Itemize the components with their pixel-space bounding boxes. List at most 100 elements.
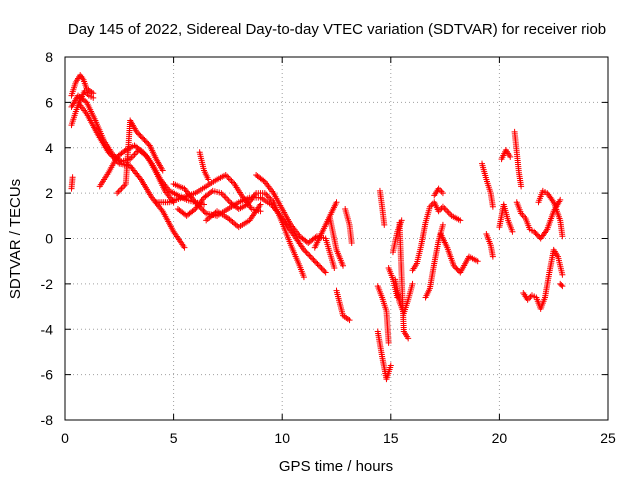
data-point-tracks-mid <box>333 199 340 206</box>
y-tick-label: 8 <box>45 49 53 65</box>
grid-layer <box>65 57 608 420</box>
data-point-tracks-mid <box>200 207 207 214</box>
data-point-tracks-mid <box>310 256 317 263</box>
data-point-tracks-early <box>138 148 145 155</box>
data-point-tracks-mid <box>331 264 338 271</box>
x-tick-label: 0 <box>61 430 69 446</box>
data-point-tracks-early <box>181 244 188 251</box>
data-point-tracks-early <box>118 185 125 192</box>
marks-layer <box>68 72 566 383</box>
data-point-tracks-late <box>452 264 459 271</box>
x-tick-label: 10 <box>274 430 290 446</box>
data-point-tracks-late <box>442 206 449 213</box>
data-point-tracks-early <box>121 182 128 189</box>
data-point-tracks-early <box>142 138 149 145</box>
y-tick-label: -4 <box>41 321 54 337</box>
data-point-tracks-early <box>137 132 144 139</box>
data-point-tracks-mid <box>300 246 307 253</box>
data-point-tracks-mid <box>304 251 311 258</box>
data-point-tracks-late <box>533 231 540 238</box>
data-point-tracks-early <box>131 151 138 158</box>
data-point-tracks-early <box>119 184 126 191</box>
data-point-tracks-late <box>444 208 451 215</box>
y-tick-label: -6 <box>41 367 54 383</box>
data-point-tracks-late <box>439 203 446 210</box>
data-point-tracks-early <box>134 130 141 137</box>
data-point-tracks-late <box>450 262 457 269</box>
data-point-tracks-late <box>439 221 446 228</box>
data-point-tracks-late <box>559 283 566 290</box>
data-point-tracks-early <box>144 139 151 146</box>
data-point-tracks-late <box>559 271 566 278</box>
data-point-tracks-mid <box>340 262 347 269</box>
data-point-tracks-late <box>509 228 516 235</box>
data-point-tracks-mid <box>222 194 229 201</box>
data-point-tracks-early <box>140 135 147 142</box>
data-point-tracks-early <box>121 148 128 155</box>
data-point-tracks-mid <box>321 268 328 275</box>
x-axis-label: GPS time / hours <box>279 458 393 475</box>
x-tick-label: 25 <box>600 430 616 446</box>
data-point-tracks-mid <box>315 262 322 269</box>
data-point-tracks-mid <box>318 265 325 272</box>
data-point-tracks-mid <box>190 207 197 214</box>
data-point-tracks-late <box>518 183 525 190</box>
data-point-tracks-early <box>105 149 112 156</box>
data-point-tracks-late <box>474 258 481 265</box>
data-point-tracks-late <box>457 217 464 224</box>
data-point-tracks-mid <box>227 176 234 183</box>
data-point-tracks-early <box>117 187 124 194</box>
y-tick-label: -8 <box>41 412 54 428</box>
x-tick-label: 5 <box>170 430 178 446</box>
data-point-tracks-late <box>507 153 514 160</box>
y-axis-label: SDTVAR / TECUs <box>7 179 24 299</box>
data-point-tracks-late <box>489 253 496 260</box>
data-point-tracks-late <box>409 280 416 287</box>
data-point-tracks-early <box>115 188 122 195</box>
data-point-tracks-mid <box>260 177 267 184</box>
data-point-tracks-mid <box>263 191 270 198</box>
data-point-tracks-mid <box>225 197 232 204</box>
data-point-tracks-early <box>114 190 121 197</box>
data-point-tracks-mid <box>228 178 235 185</box>
data-point-tracks-late <box>405 335 412 342</box>
data-point-tracks-mid <box>303 249 310 256</box>
data-point-tracks-mid <box>208 188 215 195</box>
data-point-tracks-mid <box>317 263 324 270</box>
data-point-tracks-late <box>439 190 446 197</box>
data-point-tracks-early <box>133 128 140 135</box>
data-point-tracks-mid <box>302 248 309 255</box>
data-point-tracks-early <box>130 153 137 160</box>
data-point-tracks-mid <box>224 173 231 180</box>
data-point-tracks-late <box>441 205 448 212</box>
x-tick-label: 20 <box>492 430 508 446</box>
data-point-tracks-late <box>558 282 565 289</box>
data-point-tracks-mid <box>313 259 320 266</box>
data-point-tracks-late <box>387 362 394 369</box>
data-point-tracks-late <box>454 266 461 273</box>
data-point-tracks-late <box>559 233 566 240</box>
data-point-tracks-mid <box>224 196 231 203</box>
y-tick-label: 2 <box>45 185 53 201</box>
data-point-tracks-mid <box>322 269 329 276</box>
data-point-tracks-early <box>141 137 148 144</box>
data-point-tracks-late <box>453 265 460 272</box>
data-point-tracks-mid <box>311 258 318 265</box>
data-point-tracks-late <box>385 339 392 346</box>
data-point-tracks-mid <box>201 209 208 216</box>
data-point-tracks-early <box>69 174 76 181</box>
data-point-tracks-late <box>489 203 496 210</box>
data-point-tracks-late <box>438 188 445 195</box>
data-point-tracks-early <box>106 150 113 157</box>
y-tick-label: 6 <box>45 94 53 110</box>
data-point-tracks-mid <box>257 201 264 208</box>
data-point-tracks-mid <box>348 240 355 247</box>
axes-layer: 0 5 10 15 20 25 -8 -6 -4 -2 0 2 4 6 8 <box>41 49 616 446</box>
data-point-tracks-late <box>445 209 452 216</box>
data-point-tracks-mid <box>307 253 314 260</box>
data-point-tracks-late <box>531 228 538 235</box>
data-point-tracks-late <box>381 221 388 228</box>
data-point-tracks-mid <box>205 176 212 183</box>
data-point-tracks-early <box>108 152 115 159</box>
